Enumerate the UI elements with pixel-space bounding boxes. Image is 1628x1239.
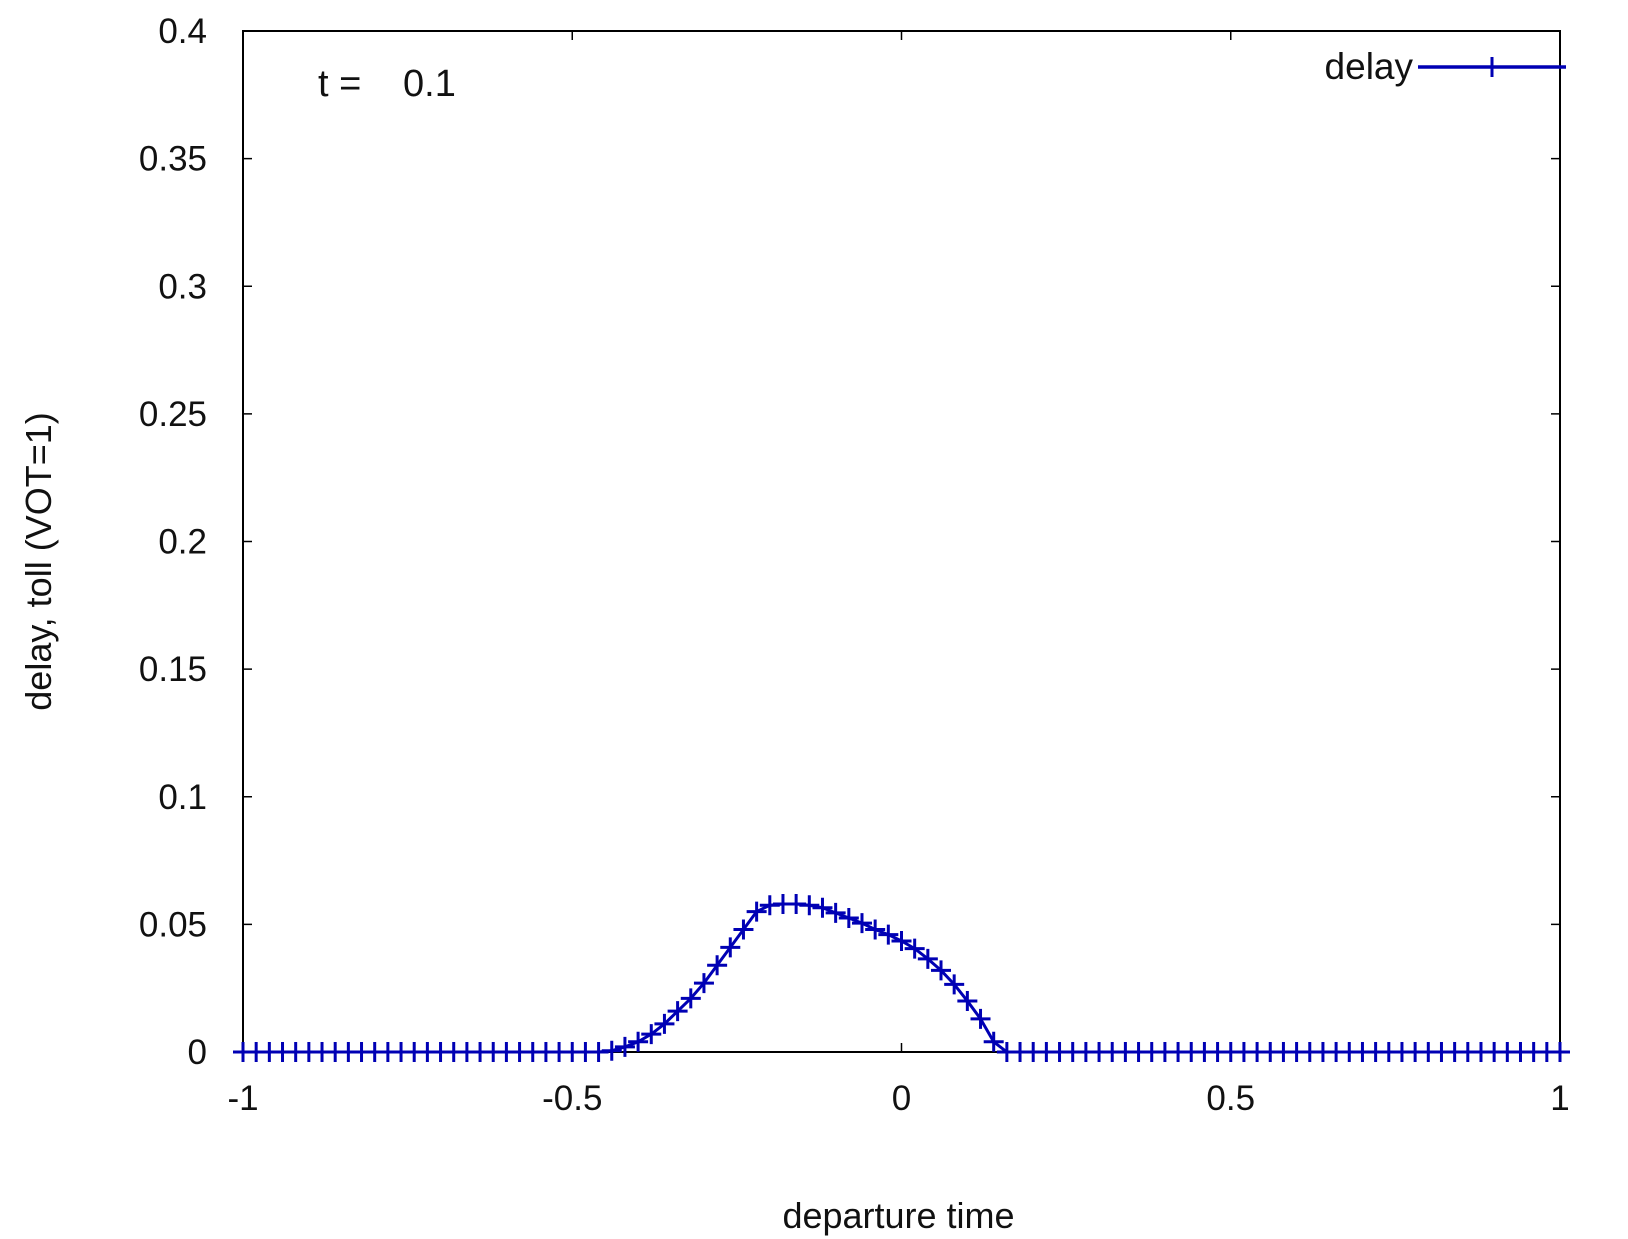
data-point <box>983 1031 1004 1052</box>
data-point <box>641 1024 662 1045</box>
data-point <box>917 948 938 969</box>
data-point <box>944 974 965 995</box>
data-point <box>628 1031 649 1052</box>
y-axis-label: delay, toll (VOT=1) <box>18 412 59 710</box>
x-tick-labels: -1 -0.5 0 0.5 1 <box>227 1079 1569 1118</box>
y-tick-label: 0.4 <box>158 12 207 51</box>
y-tick-label: 0.1 <box>158 778 207 817</box>
y-tick-label: 0.35 <box>139 140 207 179</box>
x-tick-label: -0.5 <box>542 1079 602 1118</box>
x-tick-label: 0 <box>892 1079 911 1118</box>
data-point <box>680 988 701 1009</box>
time-annotation-value: 0.1 <box>403 63 456 105</box>
series-layer <box>233 893 1570 1062</box>
plot-frame <box>242 30 1561 1053</box>
data-point <box>957 990 978 1011</box>
data-point <box>931 960 952 981</box>
axis-ticks <box>242 30 1561 1053</box>
x-tick-label: -1 <box>227 1079 258 1118</box>
y-tick-label: 0 <box>188 1033 207 1072</box>
data-point <box>851 913 872 934</box>
y-tick-label: 0.2 <box>158 523 207 562</box>
data-point <box>799 895 820 916</box>
data-point <box>838 907 859 928</box>
legend: delay <box>1325 46 1566 87</box>
data-point <box>878 924 899 945</box>
y-tick-label: 0.15 <box>139 650 207 689</box>
series-line-delay <box>243 902 1560 1054</box>
data-point <box>654 1013 675 1034</box>
data-point <box>825 902 846 923</box>
y-tick-label: 0.3 <box>158 267 207 306</box>
data-point <box>733 919 754 940</box>
x-tick-label: 1 <box>1550 1079 1569 1118</box>
time-annotation-label: t = <box>318 63 361 105</box>
data-point <box>614 1036 635 1057</box>
y-tick-labels: 0 0.05 0.1 0.15 0.2 0.25 0.3 0.35 0.4 <box>139 12 207 1072</box>
x-tick-label: 0.5 <box>1206 1079 1255 1118</box>
data-point <box>707 955 728 976</box>
data-point <box>667 1001 688 1022</box>
y-tick-label: 0.25 <box>139 395 207 434</box>
data-point <box>865 919 886 940</box>
data-point <box>891 930 912 951</box>
legend-label-delay: delay <box>1325 46 1414 87</box>
data-point <box>746 901 767 922</box>
data-point <box>904 938 925 959</box>
data-point <box>1550 1042 1570 1062</box>
data-point <box>812 897 833 918</box>
data-point <box>693 973 714 994</box>
data-point <box>720 937 741 958</box>
legend-marker-delay <box>1482 57 1502 77</box>
data-point <box>970 1008 991 1029</box>
x-axis-label: departure time <box>782 1195 1014 1236</box>
y-tick-label: 0.05 <box>139 905 207 944</box>
data-point <box>601 1040 622 1061</box>
